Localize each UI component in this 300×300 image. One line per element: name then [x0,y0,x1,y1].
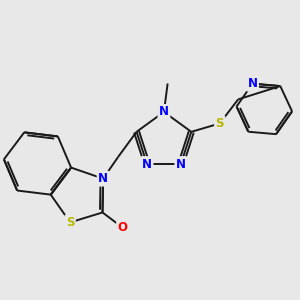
Text: O: O [118,221,128,234]
Text: N: N [98,172,108,185]
Text: N: N [142,158,152,170]
Text: S: S [215,117,224,130]
Text: N: N [248,77,257,90]
Text: S: S [66,216,74,229]
Text: N: N [176,158,186,170]
Text: N: N [159,105,169,119]
